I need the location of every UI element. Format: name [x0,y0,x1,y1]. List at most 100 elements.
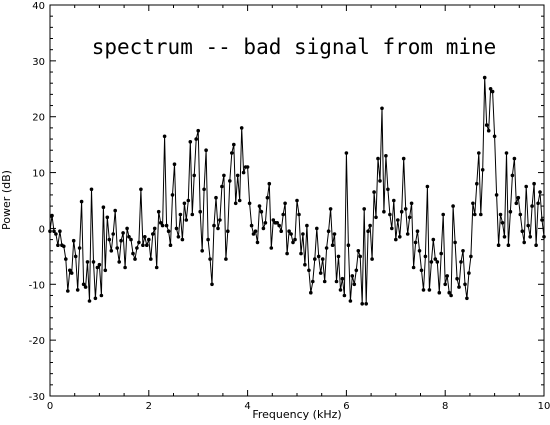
data-point [439,251,444,256]
data-point [245,165,250,169]
data-point [324,246,329,250]
data-point [275,221,280,225]
data-point [91,260,96,264]
x-tick-label: 4 [244,401,250,412]
data-point [77,246,82,250]
data-point [291,240,295,245]
data-point [303,262,307,267]
data-point [249,223,254,228]
data-point [129,237,133,242]
data-point [166,229,171,233]
data-point [401,156,406,161]
data-point [524,184,528,189]
data-point [79,199,84,204]
data-point [87,299,92,303]
data-point [89,187,94,192]
data-point [247,201,252,206]
data-point [85,260,90,264]
data-point [504,151,509,155]
data-point [530,204,534,208]
data-point [445,274,450,278]
data-point [99,293,104,298]
data-point [152,226,157,231]
data-point [500,221,505,225]
y-tick-label: -10 [29,280,45,291]
data-point [453,240,457,245]
data-point [113,208,117,213]
data-point [75,288,80,292]
data-point [328,207,333,211]
data-point [330,243,335,247]
data-point [441,212,446,217]
data-point [457,285,461,289]
data-point [405,232,410,236]
data-point [433,257,438,261]
data-point [109,249,114,253]
data-point [486,128,491,133]
data-point [522,240,526,245]
data-point [133,257,137,261]
data-point [378,179,382,183]
data-point [206,237,210,242]
data-point [200,249,204,253]
axis-tick-labels: 0 2 4 6 8 10 -30 -20 -10 0 10 20 30 40 [29,1,550,412]
data-point [332,232,337,236]
data-point [265,195,270,200]
data-point [490,89,495,94]
data-point [399,209,404,214]
data-point [480,168,485,172]
data-point [188,140,193,144]
y-axis-label: Power (dB) [0,170,13,230]
data-point [93,296,98,301]
data-point [196,128,200,133]
data-point [255,240,260,245]
data-point [48,229,52,233]
data-point [237,198,242,203]
data-point [307,268,311,273]
data-point [447,290,452,295]
data-point [62,244,66,249]
data-point [56,243,60,247]
data-point [386,187,390,192]
data-point [97,262,102,267]
data-point [190,212,195,217]
data-point [279,229,284,233]
data-point [536,201,540,206]
data-point [514,201,519,206]
data-point [534,243,538,247]
data-point [176,235,181,239]
data-point [498,212,503,217]
data-point [520,229,525,233]
data-point [376,156,380,161]
data-point [261,226,266,231]
y-tick-label: 20 [32,113,45,124]
data-point [180,237,185,242]
data-point [356,249,361,253]
data-point [160,223,165,228]
data-point [218,218,222,222]
data-point [154,265,159,270]
data-point [382,209,386,214]
data-point [413,240,418,245]
data-point [346,243,351,247]
data-point [370,257,374,261]
data-point [398,235,402,239]
data-point [271,218,276,222]
data-point [473,212,477,217]
data-point [182,201,187,206]
data-point [285,251,289,256]
data-point [115,246,119,250]
data-point [208,257,212,261]
data-point [313,257,317,261]
data-point [235,173,240,178]
data-point [69,271,74,275]
data-point [315,226,319,231]
series-line [49,77,545,304]
data-point [322,279,327,284]
data-point [210,282,214,287]
data-point [338,288,343,292]
data-point [299,251,303,256]
data-point [269,246,274,250]
data-point [232,142,236,147]
